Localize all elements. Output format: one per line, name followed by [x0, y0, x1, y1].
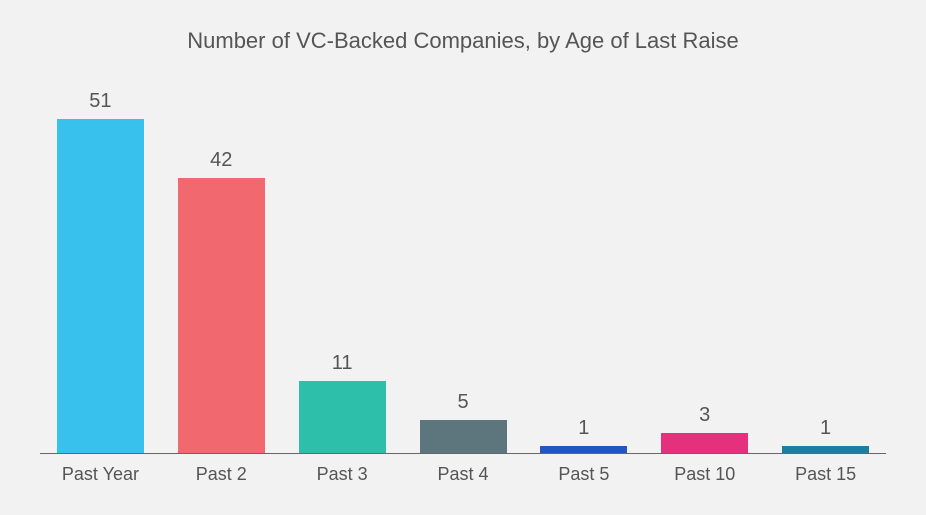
bar-value-label: 11	[332, 352, 353, 375]
x-axis-label: Past 5	[523, 464, 644, 485]
chart-container: Number of VC-Backed Companies, by Age of…	[0, 0, 926, 515]
bar	[57, 119, 144, 453]
bar-value-label: 5	[457, 391, 468, 414]
x-axis-label: Past 3	[282, 464, 403, 485]
bars-row: 5142115131	[40, 74, 886, 453]
bar-slot: 1	[523, 74, 644, 453]
bar	[178, 178, 265, 453]
bar-slot: 51	[40, 74, 161, 453]
bar-value-label: 51	[89, 90, 111, 113]
x-axis-labels: Past YearPast 2Past 3Past 4Past 5Past 10…	[40, 454, 886, 485]
x-axis-label: Past 4	[403, 464, 524, 485]
bar-slot: 1	[765, 74, 886, 453]
bar	[661, 433, 748, 453]
bar-slot: 3	[644, 74, 765, 453]
x-axis-label: Past 10	[644, 464, 765, 485]
chart-title: Number of VC-Backed Companies, by Age of…	[40, 28, 886, 54]
x-axis-label: Past 15	[765, 464, 886, 485]
bar	[782, 446, 869, 453]
bar-slot: 5	[403, 74, 524, 453]
bar	[420, 420, 507, 453]
bar-slot: 42	[161, 74, 282, 453]
x-axis-label: Past Year	[40, 464, 161, 485]
x-axis-label: Past 2	[161, 464, 282, 485]
bar-value-label: 3	[699, 404, 710, 427]
bar-slot: 11	[282, 74, 403, 453]
plot-area: 5142115131	[40, 74, 886, 454]
bar-value-label: 1	[820, 417, 831, 440]
bar	[540, 446, 627, 453]
bar-value-label: 42	[210, 149, 232, 172]
bar-value-label: 1	[578, 417, 589, 440]
bar	[299, 381, 386, 453]
